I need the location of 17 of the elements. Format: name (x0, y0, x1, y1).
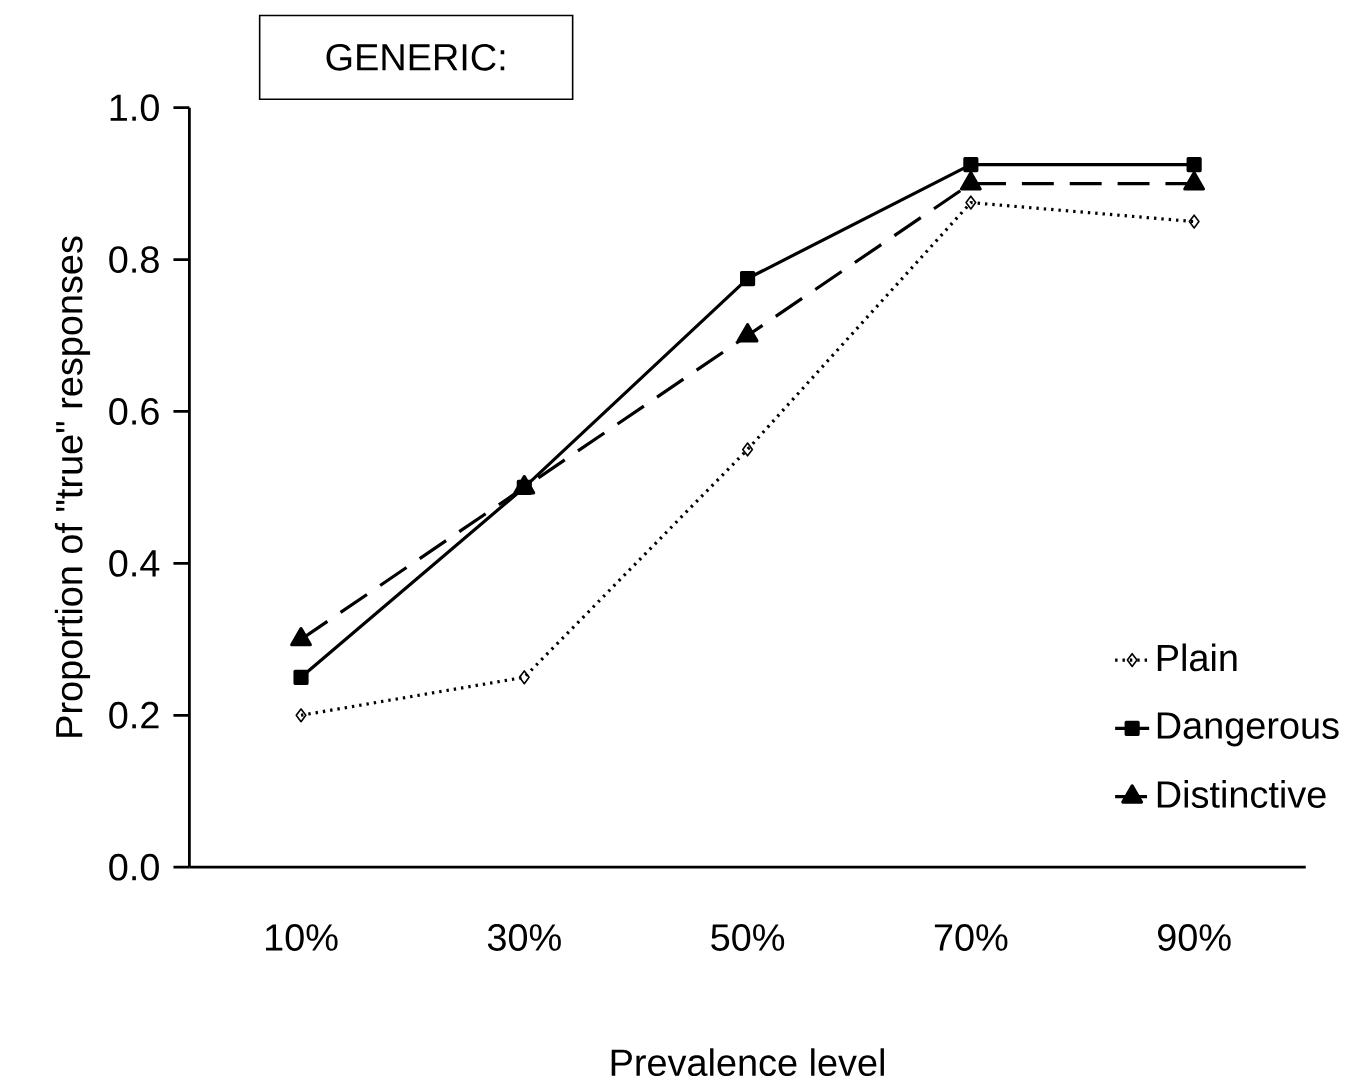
legend-label: Dangerous (1157, 712, 1339, 747)
y-tick-label: 0.8 (109, 246, 159, 274)
y-tick-label: 0.0 (109, 853, 159, 881)
x-tick-label: 50% (711, 924, 785, 952)
x-tick-label: 70% (934, 924, 1008, 952)
y-tick-label: 1.0 (110, 94, 159, 122)
legend-label: Plain (1157, 643, 1237, 672)
x-tick-label: 10% (266, 924, 338, 952)
chart-title: GENERIC: (326, 44, 505, 71)
x-axis-title: Prevalence level (611, 1048, 884, 1077)
legend-label: Distinctive (1157, 780, 1326, 809)
x-tick-label: 90% (1158, 924, 1231, 952)
y-axis-title: Proportion of "true" responses (54, 236, 91, 737)
y-tick-label: 0.6 (109, 398, 159, 425)
y-tick-label: 0.2 (109, 701, 159, 729)
x-tick-label: 30% (487, 924, 561, 952)
y-tick-label: 0.4 (109, 550, 160, 577)
